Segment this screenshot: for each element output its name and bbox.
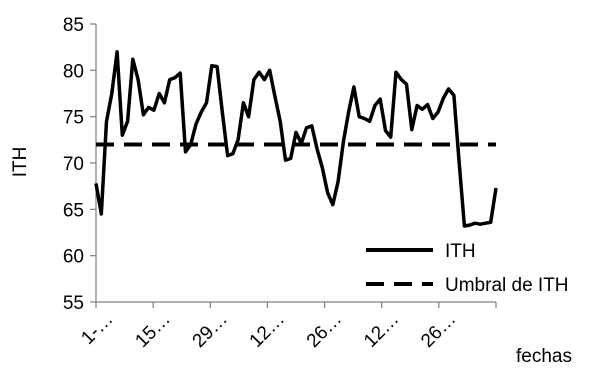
- y-tick-label: 70: [63, 154, 84, 175]
- legend: ITH Umbral de ITH: [366, 241, 569, 296]
- legend-label-ith: ITH: [445, 241, 476, 262]
- y-tick-label: 85: [63, 15, 84, 36]
- x-tick-label: 12…: [246, 309, 289, 352]
- legend-label-umbral: Umbral de ITH: [445, 275, 569, 296]
- series-group: [94, 50, 498, 228]
- x-tick-label: 29…: [189, 309, 232, 352]
- x-axis: 1-… 15… 29… 12… 26… 12… 26…: [77, 301, 497, 352]
- y-tick-label: 60: [63, 247, 84, 268]
- x-tick-label: 1-…: [77, 309, 117, 349]
- x-tick-label: 15…: [131, 309, 174, 352]
- y-tick-label: 55: [63, 293, 84, 314]
- x-tick-label: 12…: [360, 309, 403, 352]
- y-tick-label: 65: [63, 200, 84, 221]
- y-axis: 55 60 65 70 75 80 85: [63, 15, 97, 314]
- x-axis-label: fechas: [516, 346, 572, 367]
- series-line-ith: [94, 50, 498, 228]
- x-tick-label: 26…: [303, 309, 346, 352]
- y-tick-label: 80: [63, 61, 84, 82]
- x-tick-label: 26…: [417, 309, 460, 352]
- y-axis-label: ITH: [10, 147, 31, 178]
- y-tick-label: 75: [63, 108, 84, 129]
